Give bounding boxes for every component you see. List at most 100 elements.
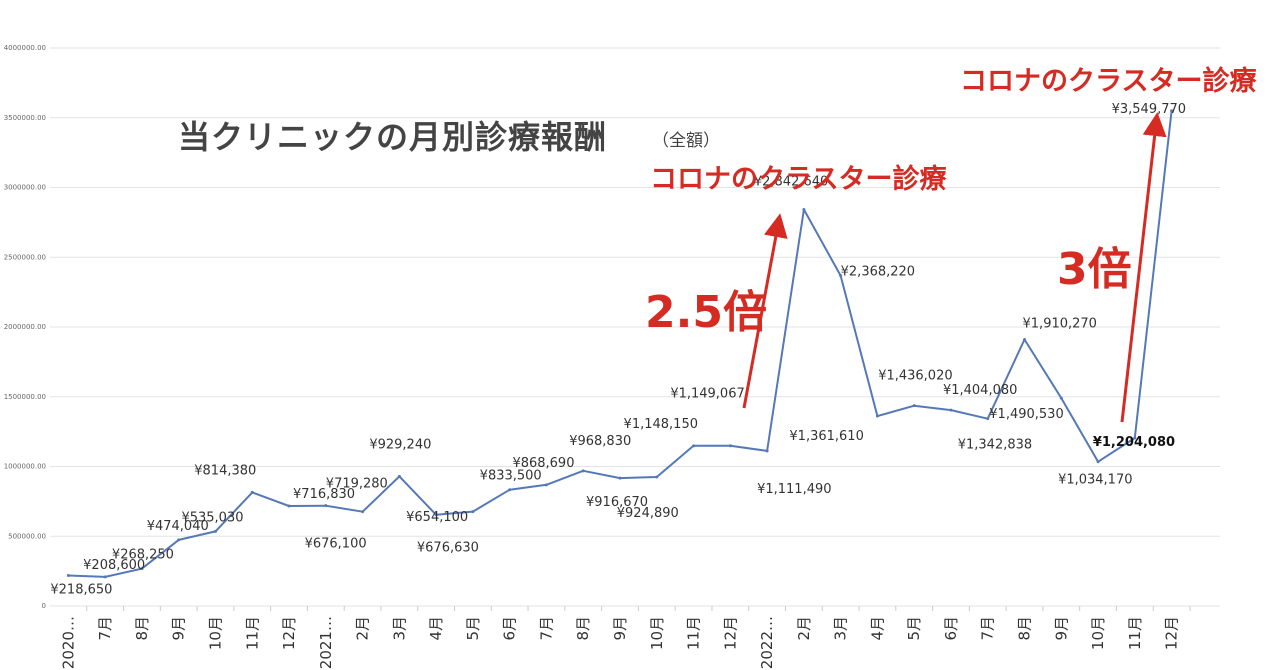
data-label: ¥3,549,770 (1112, 102, 1186, 117)
data-label: ¥924,890 (617, 506, 679, 521)
data-point (875, 414, 879, 418)
data-point (986, 417, 990, 421)
data-label: ¥1,204,080 (1093, 435, 1175, 450)
data-label: ¥268,250 (112, 548, 174, 563)
x-tick-label: 3月 (390, 616, 408, 641)
data-label: ¥716,830 (293, 487, 355, 502)
x-tick-label: 4月 (427, 616, 445, 641)
data-point (103, 575, 107, 579)
data-point (802, 207, 806, 211)
data-point (765, 449, 769, 453)
x-tick-label: 7月 (96, 616, 114, 641)
y-tick-label: 2500000.00 (4, 253, 46, 261)
x-tick-label: 2月 (795, 616, 813, 641)
data-label: ¥719,280 (326, 477, 388, 492)
x-tick-label: 4月 (868, 616, 886, 641)
data-point (140, 567, 144, 571)
data-point (1170, 109, 1174, 113)
data-point (508, 488, 512, 492)
x-tick-label: 11月 (243, 616, 261, 650)
y-tick-label: 3000000.00 (4, 184, 46, 192)
data-point (177, 538, 181, 542)
x-tick-label: 5月 (464, 616, 482, 641)
data-point (655, 475, 659, 479)
data-point (618, 476, 622, 480)
data-point (250, 490, 254, 494)
y-tick-label: 1500000.00 (4, 393, 46, 401)
x-tick-label: 10月 (648, 616, 666, 650)
data-point (1096, 460, 1100, 464)
x-tick-label: 12月 (1163, 616, 1181, 650)
data-label: ¥1,148,150 (624, 417, 698, 432)
data-labels: ¥218,650 ¥208,600¥268,250 ¥474,040¥535,030… (50, 102, 1186, 598)
data-point (397, 474, 401, 478)
x-tick-label: 2021… (317, 616, 335, 669)
multiplier-label-2: 3倍 (1057, 244, 1132, 295)
y-tick-label: 0 (42, 602, 46, 610)
x-tick-label: 2020… (59, 616, 77, 669)
data-label: ¥535,030 (181, 510, 243, 525)
growth-arrow-2 (1120, 112, 1167, 423)
x-tick-label: 10月 (1089, 616, 1107, 650)
data-label: ¥2,368,220 (841, 265, 915, 280)
data-point (361, 510, 365, 514)
data-label: ¥474,040 (147, 519, 209, 534)
data-label: ¥676,630 (417, 541, 479, 556)
x-tick-label: 11月 (1126, 616, 1144, 650)
data-label: ¥916,670 (586, 495, 648, 510)
x-tick-label: 8月 (574, 616, 592, 641)
data-point (471, 510, 475, 514)
data-point (1023, 338, 1027, 342)
x-tick-label: 12月 (280, 616, 298, 650)
y-axis: 0 500000.00 1000000.00 1500000.00 2000000.00… (4, 44, 46, 610)
x-tick-label: 12月 (721, 616, 739, 650)
data-label: ¥208,600 (83, 558, 145, 573)
data-point (66, 573, 70, 577)
x-tick-label: 10月 (206, 616, 224, 650)
data-point (544, 483, 548, 487)
data-point (912, 404, 916, 408)
data-point (1133, 436, 1137, 440)
x-tick-label: 6月 (501, 616, 519, 641)
data-label: ¥1,490,530 (989, 407, 1063, 422)
data-point (839, 274, 843, 278)
y-tick-label: 3500000.00 (4, 114, 46, 122)
x-axis: 2020… 7月 8月 9月 10月 11月 12月 2021… 2月 3月 4月 5月 6月 7月 8月 9… (59, 606, 1191, 669)
data-label: ¥1,111,490 (757, 482, 831, 497)
y-tick-label: 4000000.00 (4, 44, 46, 52)
x-tick-label: 7月 (979, 616, 997, 641)
data-label: ¥676,100 (305, 537, 367, 552)
data-point (949, 408, 953, 412)
x-tick-label: 3月 (832, 616, 850, 641)
chart-title-note: （全額） (652, 131, 720, 151)
y-tick-label: 1000000.00 (4, 463, 46, 471)
chart-title: 当クリニックの月別診療報酬 (178, 118, 607, 156)
x-tick-label: 9月 (611, 616, 629, 641)
x-tick-label: 8月 (133, 616, 151, 641)
data-label: ¥218,650 (50, 582, 112, 597)
data-label: ¥1,034,170 (1058, 473, 1132, 488)
series-line (66, 109, 1174, 579)
data-label: ¥1,342,838 (958, 438, 1032, 453)
data-label: ¥814,380 (194, 463, 256, 478)
data-point (213, 529, 217, 533)
x-tick-label: 9月 (1052, 616, 1070, 641)
data-label: ¥1,149,067 (670, 387, 744, 402)
data-point (324, 504, 328, 508)
x-tick-label: 7月 (537, 616, 555, 641)
data-label: ¥968,830 (569, 434, 631, 449)
data-point (581, 469, 585, 473)
data-label: ¥2,842,640 (754, 174, 828, 189)
x-tick-label: 8月 (1016, 616, 1034, 641)
data-label: ¥654,100 (406, 510, 468, 525)
y-tick-label: 500000.00 (8, 532, 46, 540)
x-tick-label: 11月 (685, 616, 703, 650)
x-tick-label: 6月 (942, 616, 960, 641)
multiplier-label-1: 2.5倍 (645, 287, 767, 338)
data-point (287, 504, 291, 508)
x-tick-label: 2022… (758, 616, 776, 669)
data-label: ¥1,910,270 (1023, 317, 1097, 332)
data-point (434, 513, 438, 517)
x-tick-label: 5月 (905, 616, 923, 641)
